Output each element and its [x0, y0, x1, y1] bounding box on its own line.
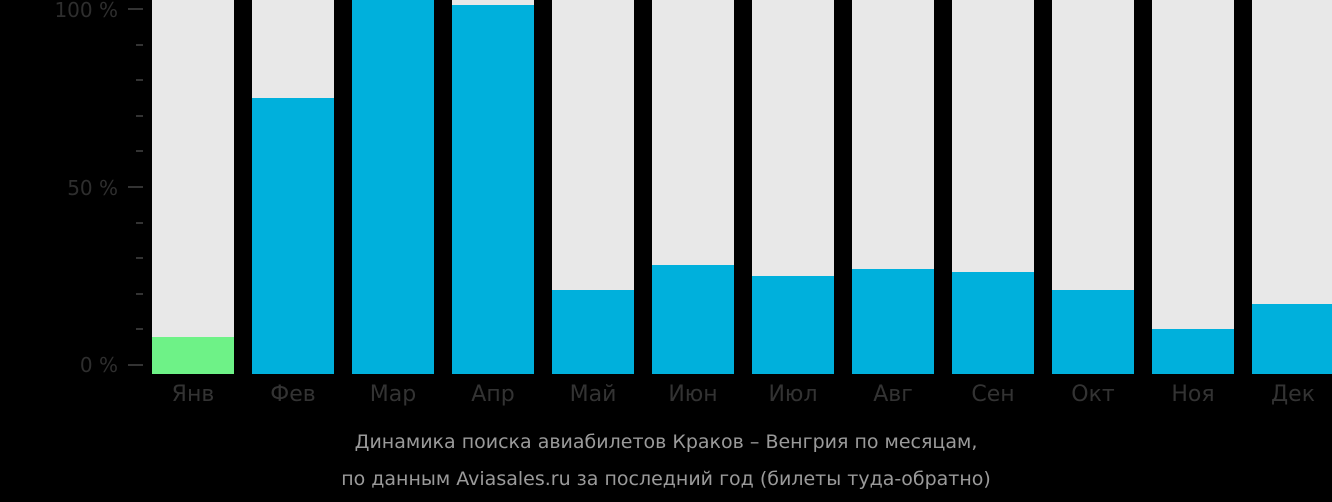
- x-label: Мар: [369, 382, 417, 407]
- y-tick: [136, 222, 143, 224]
- caption-line-1: Динамика поиска авиабилетов Краков – Вен…: [354, 431, 978, 453]
- y-label-100: 100 %: [54, 0, 118, 22]
- x-label: Июл: [768, 382, 818, 407]
- x-label: Окт: [1071, 382, 1115, 407]
- x-label: Янв: [171, 382, 215, 407]
- x-label: Сен: [971, 382, 1015, 407]
- bar-7[interactable]: [752, 276, 834, 374]
- bar-11[interactable]: [1152, 329, 1234, 374]
- y-tick: [136, 79, 143, 81]
- bar-10[interactable]: [1052, 290, 1134, 374]
- y-tick: [128, 186, 143, 188]
- y-tick: [136, 115, 143, 117]
- bar-5[interactable]: [552, 290, 634, 374]
- x-label: Ноя: [1171, 382, 1215, 407]
- y-label-0: 0 %: [79, 353, 118, 377]
- y-tick: [136, 150, 143, 152]
- bar-track: [152, 0, 234, 374]
- y-tick: [128, 8, 143, 10]
- bar-2[interactable]: [252, 98, 334, 374]
- bar-6[interactable]: [652, 265, 734, 374]
- y-tick: [136, 293, 143, 295]
- x-label: Июн: [668, 382, 718, 407]
- y-label-50: 50 %: [67, 176, 118, 200]
- x-label: Май: [569, 382, 617, 407]
- bar-9[interactable]: [952, 272, 1034, 374]
- bar-12[interactable]: [1252, 304, 1332, 374]
- bar-3[interactable]: [352, 0, 434, 374]
- x-label: Авг: [873, 382, 913, 407]
- x-label: Фев: [270, 382, 316, 407]
- y-tick: [136, 328, 143, 330]
- y-tick: [136, 257, 143, 259]
- caption-line-2: по данным Aviasales.ru за последний год …: [341, 468, 991, 490]
- bar-8[interactable]: [852, 269, 934, 374]
- bar-track: [1152, 0, 1234, 374]
- bar-1[interactable]: [152, 337, 234, 374]
- y-tick: [128, 364, 143, 366]
- x-label: Апр: [471, 382, 515, 407]
- bar-4[interactable]: [452, 5, 534, 374]
- y-tick: [136, 44, 143, 46]
- x-label: Дек: [1270, 382, 1315, 407]
